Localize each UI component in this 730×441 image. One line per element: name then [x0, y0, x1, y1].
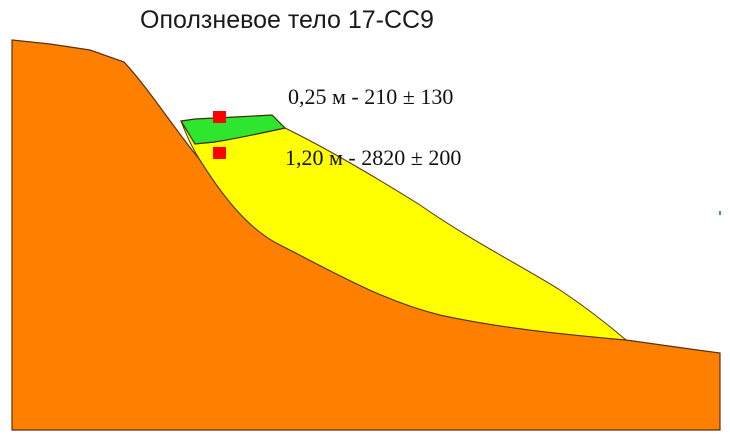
soil-layer: [180, 114, 287, 145]
landslide-body: [180, 120, 628, 341]
sample-marker-upper: [213, 111, 226, 123]
sample-label-lower: 1,20 м - 2820 ± 200: [285, 145, 461, 170]
diagram-title: Оползневое тело 17-СС9: [140, 6, 434, 34]
sample-marker-lower: [213, 147, 226, 159]
sample-label-upper: 0,25 м - 210 ± 130: [288, 84, 453, 109]
edge-tick: [719, 211, 721, 215]
